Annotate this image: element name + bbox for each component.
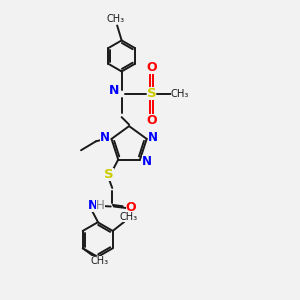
- Text: O: O: [146, 61, 157, 74]
- Text: S: S: [104, 168, 114, 181]
- Text: O: O: [146, 114, 157, 127]
- Text: CH₃: CH₃: [106, 14, 125, 24]
- Text: CH₃: CH₃: [90, 256, 108, 266]
- Text: CH₃: CH₃: [119, 212, 137, 222]
- Text: O: O: [126, 202, 136, 214]
- Text: N: N: [148, 131, 158, 144]
- Text: N: N: [88, 200, 98, 212]
- Text: N: N: [109, 84, 119, 98]
- Text: CH₃: CH₃: [171, 89, 189, 99]
- Text: H: H: [96, 200, 105, 212]
- Text: N: N: [142, 154, 152, 168]
- Text: N: N: [100, 131, 110, 144]
- Text: S: S: [147, 87, 156, 101]
